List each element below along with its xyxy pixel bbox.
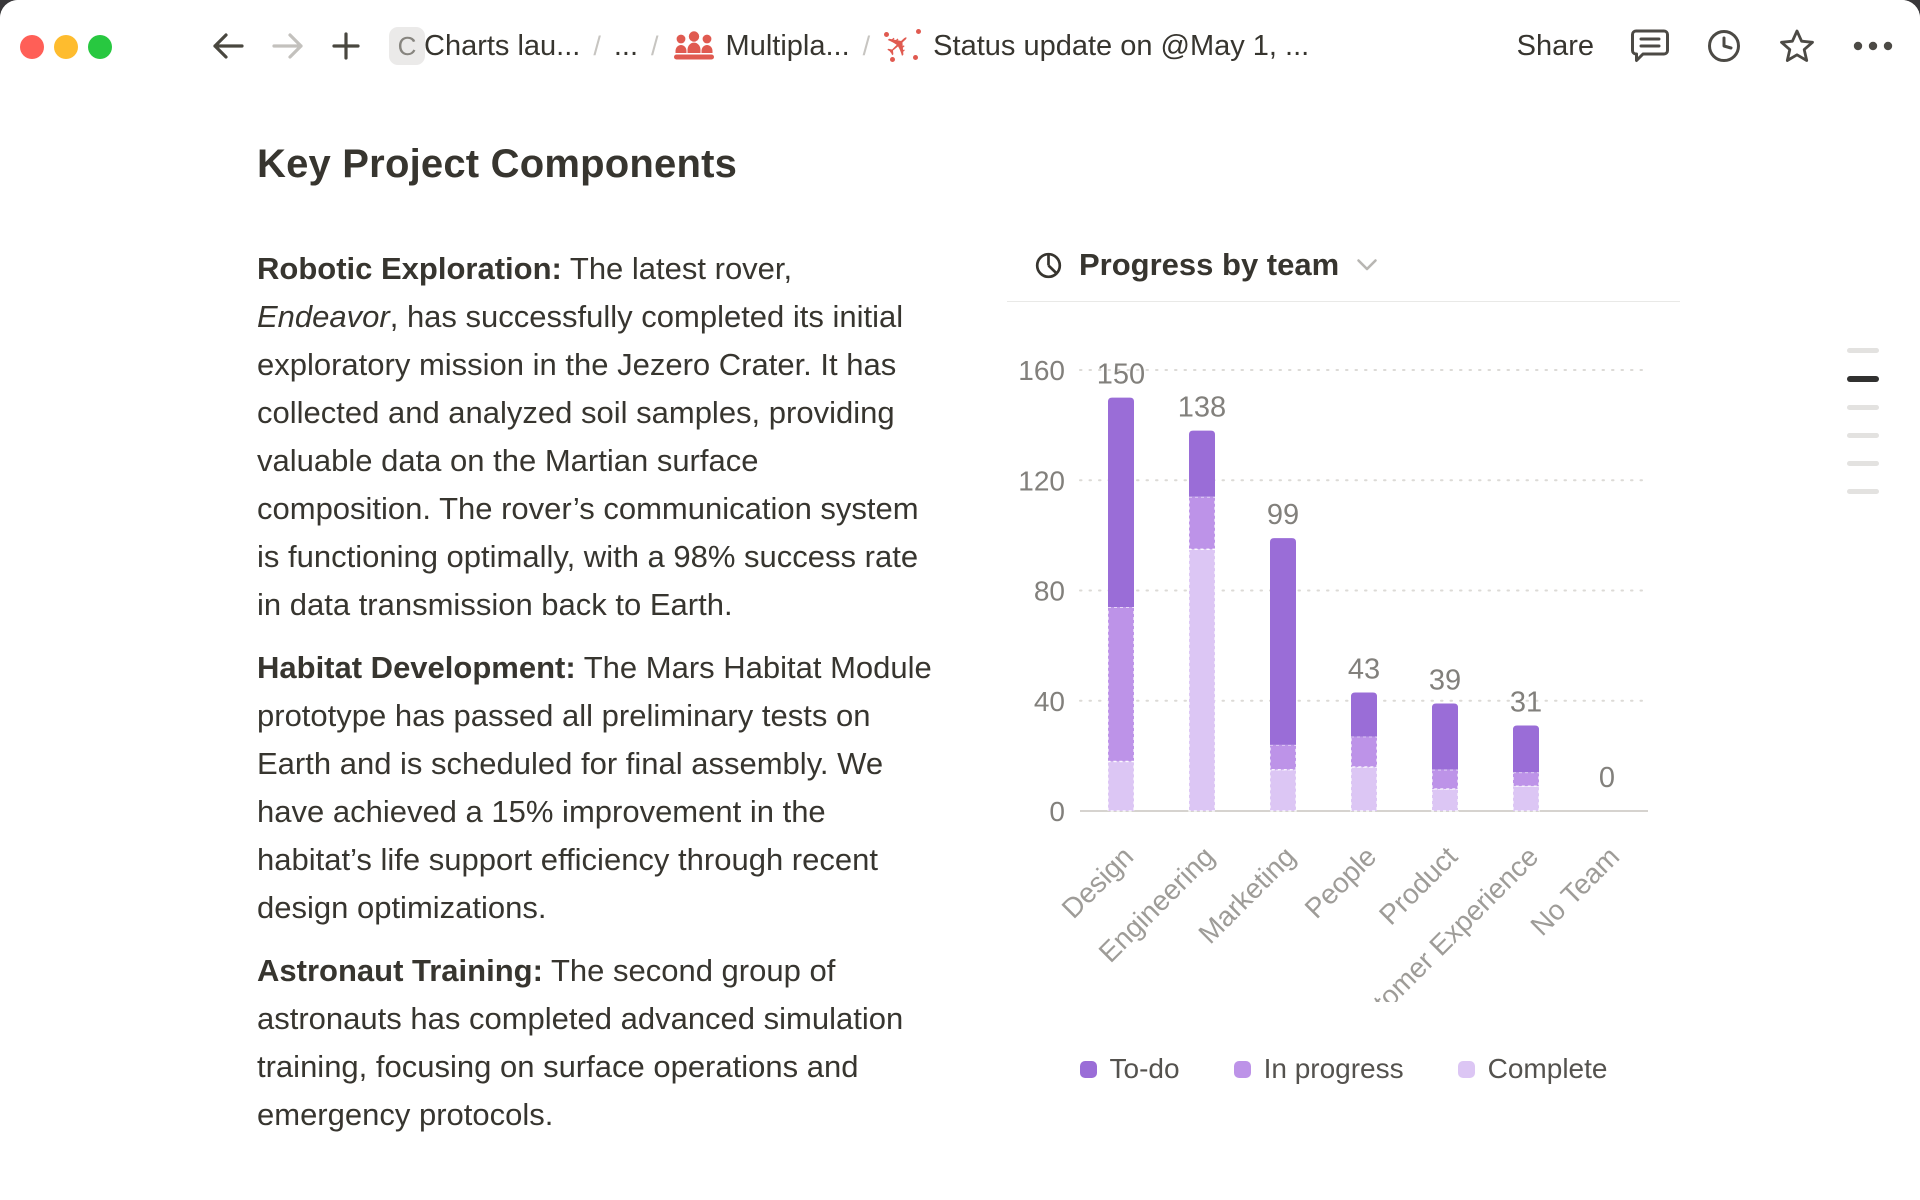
- breadcrumb-separator: /: [593, 30, 601, 61]
- legend-swatch: [1457, 1060, 1475, 1078]
- legend-swatch: [1079, 1060, 1097, 1078]
- close-window-button[interactable]: [20, 35, 44, 59]
- paragraph-block[interactable]: Astronaut Training: The second group of …: [257, 953, 904, 1132]
- document-body: Key Project Components Robotic Explorati…: [257, 140, 933, 1154]
- comments-icon[interactable]: [1630, 27, 1670, 65]
- x-axis-label: No Team: [1524, 841, 1625, 942]
- toc-heading-indicator[interactable]: [1847, 405, 1879, 410]
- page-title[interactable]: Key Project Components: [257, 142, 738, 186]
- favorite-star-icon[interactable]: [1778, 28, 1816, 64]
- toc-heading-indicator[interactable]: [1847, 433, 1879, 438]
- svg-text:120: 120: [1018, 465, 1065, 496]
- svg-text:99: 99: [1267, 499, 1299, 531]
- sidebar-menu-icon[interactable]: [152, 35, 185, 57]
- legend-item-complete: Complete: [1457, 1053, 1607, 1085]
- forward-icon[interactable]: [271, 31, 305, 61]
- back-icon[interactable]: [211, 31, 245, 61]
- svg-text:39: 39: [1429, 665, 1461, 697]
- toc-heading-indicator[interactable]: [1847, 348, 1879, 353]
- workspace-badge[interactable]: C: [389, 27, 425, 65]
- breadcrumb-separator: /: [862, 30, 871, 61]
- legend-swatch: [1233, 1060, 1251, 1078]
- svg-text:150: 150: [1097, 359, 1145, 391]
- breadcrumb-collapsed-pages[interactable]: ...: [613, 29, 639, 62]
- x-axis-label: People: [1299, 841, 1383, 925]
- bar-people[interactable]: [1350, 692, 1378, 812]
- more-options-icon[interactable]: [1852, 40, 1894, 52]
- bar-engineering[interactable]: [1188, 430, 1216, 812]
- bar-marketing[interactable]: [1269, 538, 1297, 812]
- traffic-lights: [20, 35, 112, 59]
- paragraph-block[interactable]: Habitat Development: The Mars Habitat Mo…: [257, 650, 932, 925]
- legend-item-in-progress: In progress: [1233, 1053, 1404, 1085]
- toc-heading-indicator[interactable]: [1847, 461, 1879, 466]
- svg-text:31: 31: [1510, 687, 1542, 719]
- paragraph-block[interactable]: Robotic Exploration: The latest rover, E…: [257, 251, 919, 622]
- breadcrumb-separator: /: [651, 30, 659, 61]
- new-page-icon[interactable]: [331, 31, 361, 61]
- bar-product[interactable]: [1431, 703, 1459, 812]
- breadcrumb: Charts lau... / ... / Multipla... /: [424, 0, 1309, 92]
- toc-heading-indicator[interactable]: [1847, 489, 1879, 494]
- chart-header-divider: [1007, 301, 1680, 302]
- svg-text:0: 0: [1049, 796, 1065, 827]
- svg-text:0: 0: [1599, 762, 1615, 794]
- svg-text:80: 80: [1034, 576, 1065, 607]
- breadcrumb-item-status-update[interactable]: ✈ Status update on @May 1, ...: [877, 23, 1310, 68]
- svg-text:40: 40: [1034, 686, 1065, 717]
- history-clock-icon[interactable]: [1706, 28, 1742, 64]
- zoom-window-button[interactable]: [88, 35, 112, 59]
- meeting-people-icon: [673, 31, 714, 60]
- svg-text:43: 43: [1348, 653, 1380, 685]
- toc-heading-indicator[interactable]: [1847, 376, 1879, 382]
- table-of-contents-rail: [1847, 348, 1879, 494]
- breadcrumb-item-charts[interactable]: Charts lau...: [424, 29, 581, 62]
- breadcrumb-item-multiplayer[interactable]: Multipla...: [672, 29, 850, 63]
- minimize-window-button[interactable]: [54, 35, 78, 59]
- chart-header-dropdown[interactable]: Progress by team: [1007, 244, 1680, 286]
- bar-design[interactable]: [1107, 397, 1135, 812]
- chevron-down-icon: [1357, 259, 1377, 271]
- top-bar: C Charts lau... / ... / Multipla...: [0, 0, 1920, 92]
- svg-text:160: 160: [1018, 355, 1065, 386]
- pie-chart-icon: [1035, 252, 1062, 278]
- legend-item-to-do: To-do: [1079, 1053, 1180, 1085]
- plane-icon: ✈: [877, 23, 922, 68]
- chart-title: Progress by team: [1079, 247, 1340, 282]
- share-button[interactable]: Share: [1516, 29, 1594, 62]
- svg-text:138: 138: [1178, 392, 1226, 424]
- bar-customer-experience[interactable]: [1512, 725, 1540, 812]
- chart-legend: To-do In progress Complete: [1007, 1053, 1680, 1085]
- chart-card: Progress by team 0 40 80 120 160 150 Design 138…: [1007, 244, 1680, 1085]
